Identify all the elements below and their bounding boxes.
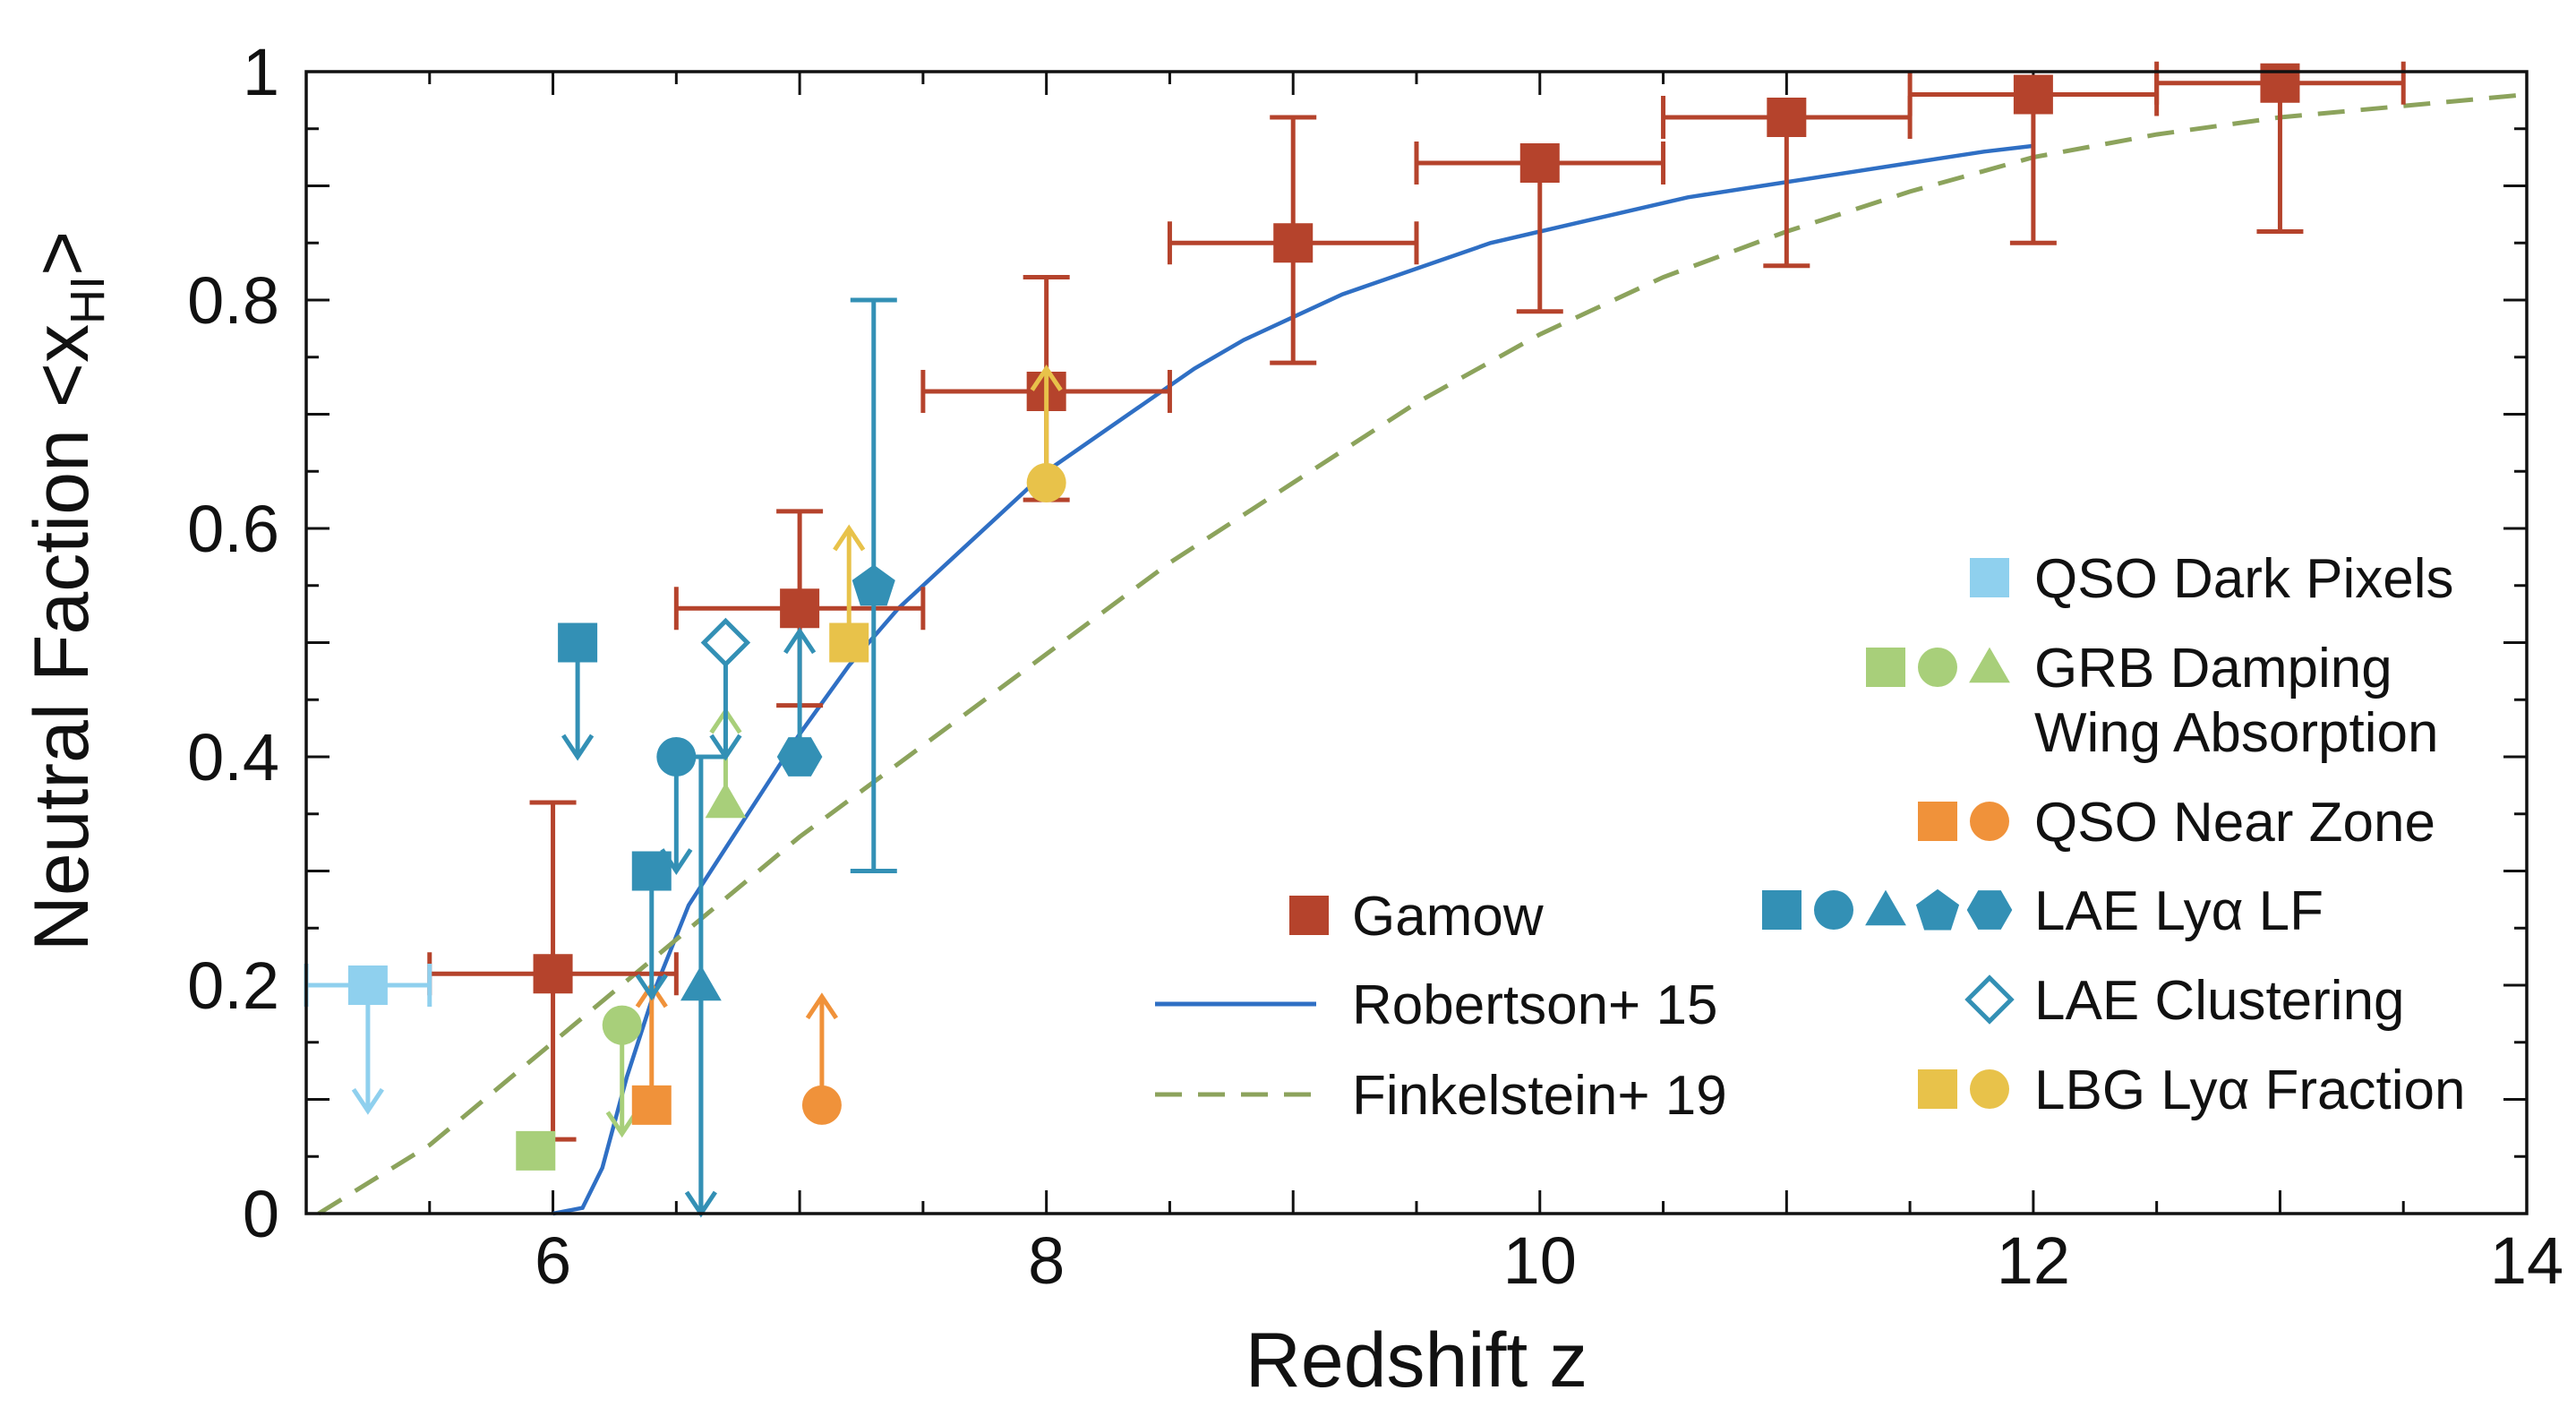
limit-arrow-head: [1030, 364, 1063, 391]
tick-labels: 6 8 10 12 14 0 0.2 0.4 0.6 0.8 1: [187, 35, 2563, 1298]
series-qso-dark-pixels: [304, 964, 432, 1115]
legend-marker-triangle: [1969, 647, 2010, 683]
legend-label: GRB Damping: [2034, 638, 2392, 699]
y-axis-title: Neutral Faction <xHI>: [19, 231, 115, 952]
markers-layer: [304, 61, 2406, 1218]
data-point-circle: [602, 1005, 642, 1045]
legend-label: LAE Lyα LF: [2034, 880, 2324, 942]
data-point-triangle: [705, 782, 747, 819]
legend-marker-square: [1762, 890, 1801, 930]
y-tick-label: 0.8: [187, 263, 279, 338]
data-point-square: [780, 588, 820, 629]
data-point-square: [516, 1130, 556, 1171]
data-point-square: [558, 622, 598, 663]
data-point-square: [631, 851, 672, 891]
y-tick-label: 0.4: [187, 720, 279, 794]
y-axis-title-text: Neutral Faction <x: [19, 324, 105, 951]
series-lbg-ly-fraction: [829, 364, 1066, 663]
series-qso-near-zone: [631, 981, 842, 1125]
x-tick-label: 14: [2490, 1223, 2563, 1298]
x-tick-label: 8: [1028, 1223, 1065, 1298]
data-point-triangle: [680, 965, 722, 1001]
legend-marker-circle: [1918, 648, 1957, 687]
x-axis-title: Redshift z: [1245, 1317, 1588, 1403]
legend-marker-circle: [1814, 890, 1853, 930]
robertson-curve: [552, 143, 2034, 1216]
y-axis-title-close: >: [19, 231, 105, 276]
data-point-square: [347, 965, 388, 1005]
legend-marker-square: [1918, 1069, 1957, 1109]
y-tick-label: 0: [243, 1177, 279, 1251]
data-point-open-diamond: [700, 617, 751, 668]
finkelstein-curve: [317, 92, 2528, 1216]
legend-label: Finkelstein+ 19: [1352, 1065, 1727, 1127]
data-point-hexagon: [776, 737, 823, 777]
legend-left: Gamow Robertson+ 15 Finkelstein+ 19: [1155, 886, 1727, 1127]
limit-arrow-head: [351, 1087, 384, 1115]
limit-arrow-head: [605, 1111, 638, 1138]
legend-marker-pentagon: [1915, 888, 1960, 931]
y-tick-label: 0.6: [187, 492, 279, 566]
legend-marker-circle: [1970, 1069, 2009, 1109]
limit-arrow-head: [805, 992, 838, 1020]
legend-marker-open-diamond: [1964, 974, 2015, 1025]
data-point-square: [1273, 223, 1314, 263]
data-point-circle: [656, 737, 697, 777]
data-point-square: [2260, 63, 2300, 103]
legend-label: Robertson+ 15: [1352, 974, 1717, 1036]
legend-marker-square: [1970, 558, 2009, 597]
legend-marker-triangle: [1865, 889, 1906, 926]
legend-label: QSO Near Zone: [2034, 792, 2435, 854]
limit-arrow-head: [635, 974, 668, 1001]
series-lae-clustering: [700, 617, 751, 761]
y-tick-label: 0.2: [187, 948, 279, 1023]
legend-marker-square: [1866, 648, 1905, 687]
series-lae-ly-lf: [558, 297, 897, 1218]
data-point-circle: [1026, 463, 1066, 502]
x-tick-label: 10: [1503, 1223, 1577, 1298]
data-point-square: [1519, 143, 1560, 183]
data-point-circle: [801, 1085, 842, 1125]
limit-arrow-head: [561, 734, 595, 761]
x-tick-label: 6: [535, 1223, 571, 1298]
data-point-pentagon: [852, 564, 895, 606]
legend-label-line2: Wing Absorption: [2034, 702, 2438, 764]
legend-gamow-marker: [1289, 896, 1329, 935]
legend-marker-hexagon: [1966, 890, 2013, 930]
legend-label: Gamow: [1352, 886, 1544, 948]
legend-marker-circle: [1970, 802, 2009, 841]
legend-label: LBG Lyα Fraction: [2034, 1060, 2466, 1121]
x-tick-label: 12: [1997, 1223, 2070, 1298]
limit-arrow-head: [833, 524, 866, 552]
data-point-square: [631, 1085, 672, 1125]
legend-label: LAE Clustering: [2034, 970, 2405, 1032]
svg-text:Neutral Faction <xHI>: Neutral Faction <xHI>: [19, 231, 115, 952]
y-tick-label: 1: [243, 35, 279, 109]
plot-frame: [304, 70, 2529, 1215]
data-point-square: [533, 954, 573, 994]
data-point-square: [1767, 98, 1807, 137]
limit-arrow-head: [783, 627, 817, 655]
series-grb-damping-wing-absorption: [516, 707, 747, 1171]
legend-label: QSO Dark Pixels: [2034, 548, 2454, 610]
curves-layer: [317, 92, 2528, 1216]
y-axis-title-subscript: HI: [61, 276, 115, 324]
legend-marker-square: [1918, 802, 1957, 841]
series-gamow: [427, 61, 2406, 1142]
data-point-square: [829, 622, 869, 663]
data-point-square: [2013, 74, 2053, 115]
limit-arrow-head: [709, 734, 742, 761]
